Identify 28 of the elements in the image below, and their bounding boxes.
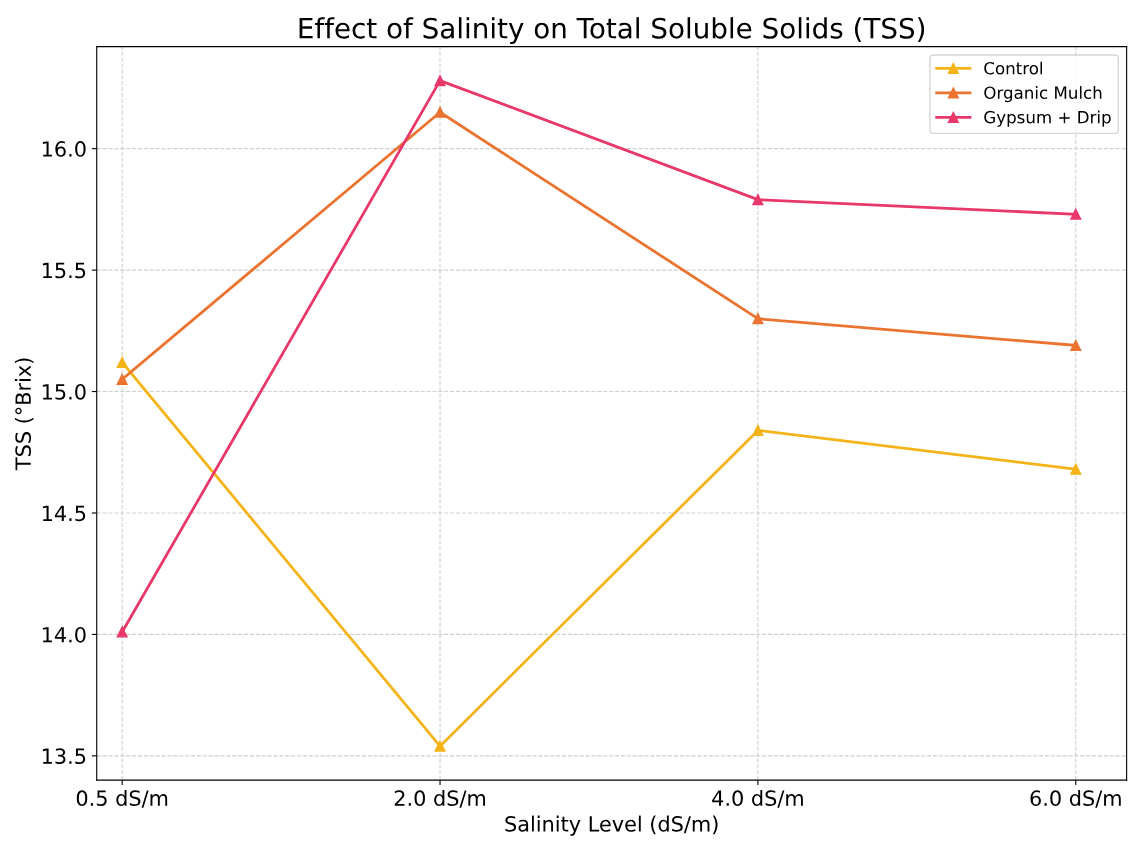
point	[752, 424, 764, 436]
x-tick-label: 6.0 dS/m	[1030, 789, 1121, 808]
y-tick-label: 14.5	[42, 505, 86, 522]
legend-label: Organic Mulch	[984, 86, 1102, 103]
point	[116, 626, 128, 638]
point	[116, 356, 128, 368]
point	[434, 740, 446, 752]
legend-label: Gypsum + Drip	[984, 110, 1111, 127]
point	[116, 373, 128, 385]
x-tick-label: 0.5 dS/m	[76, 789, 168, 808]
point	[752, 194, 764, 206]
point	[1070, 208, 1082, 220]
point	[752, 313, 764, 325]
point	[1070, 339, 1082, 351]
x-tick-label: 2.0 dS/m	[394, 789, 486, 808]
y-tick-label: 15.0	[42, 383, 86, 400]
chart-title: Effect of Salinity on Total Soluble Solids (TSS)	[299, 17, 925, 45]
y-tick-label: 15.5	[42, 262, 86, 279]
point	[1070, 463, 1082, 475]
point	[434, 106, 446, 118]
x-tick-label: 4.0 dS/m	[712, 789, 803, 808]
y-tick-label: 13.5	[42, 748, 86, 765]
y-tick-label: 16.0	[42, 141, 86, 157]
y-axis-title: TSS (°Brix)	[14, 358, 34, 471]
x-axis-title: Salinity Level (dS/m)	[505, 815, 718, 836]
point	[434, 75, 446, 87]
legend-label: Control	[984, 61, 1042, 75]
y-tick-label: 14.0	[42, 626, 86, 643]
